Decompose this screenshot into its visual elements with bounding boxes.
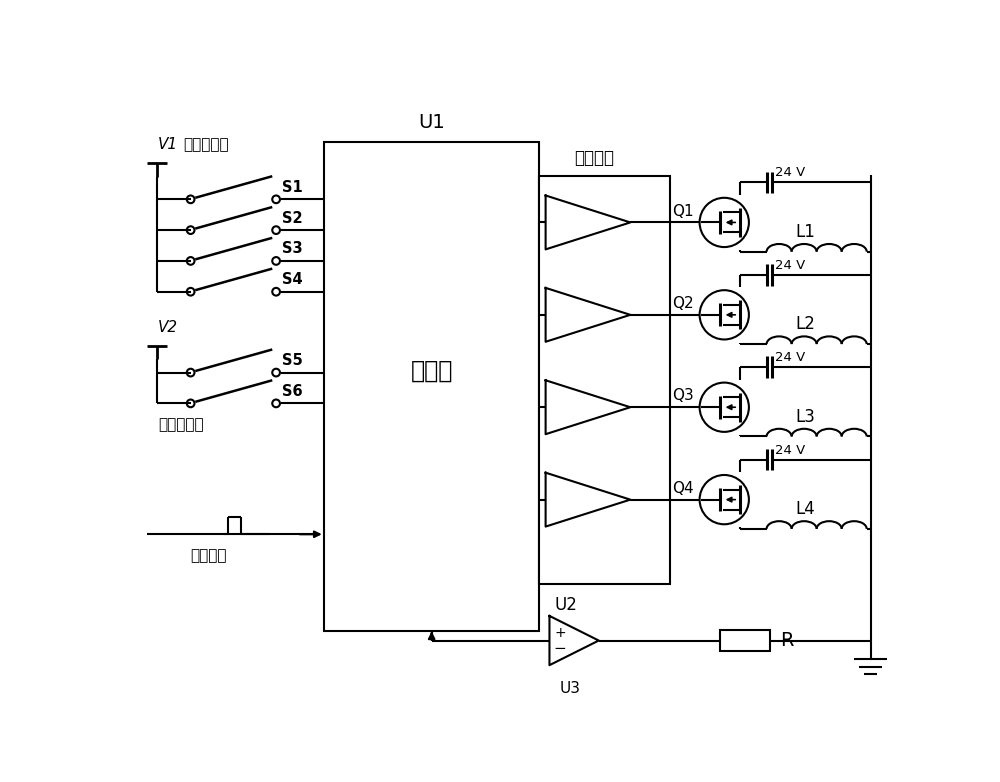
Text: 24 V: 24 V bbox=[775, 259, 805, 271]
Text: S5: S5 bbox=[282, 353, 303, 368]
Text: 24 V: 24 V bbox=[775, 167, 805, 179]
Polygon shape bbox=[546, 472, 630, 526]
Polygon shape bbox=[546, 196, 630, 249]
Text: Q1: Q1 bbox=[672, 203, 693, 219]
Text: 单片机: 单片机 bbox=[410, 359, 453, 382]
Text: Q3: Q3 bbox=[672, 389, 693, 404]
Text: L1: L1 bbox=[795, 223, 815, 241]
Text: 脚制动信号: 脚制动信号 bbox=[158, 418, 204, 432]
Text: 驱动电路: 驱动电路 bbox=[574, 149, 614, 167]
Text: S4: S4 bbox=[282, 272, 303, 287]
Text: 速度信号: 速度信号 bbox=[190, 548, 227, 563]
Polygon shape bbox=[546, 288, 630, 342]
Polygon shape bbox=[549, 616, 599, 665]
Text: R: R bbox=[780, 631, 793, 650]
Text: −: − bbox=[554, 640, 567, 656]
Text: L4: L4 bbox=[795, 500, 815, 518]
Polygon shape bbox=[546, 380, 630, 434]
Bar bbox=[324, 142, 539, 630]
Text: L3: L3 bbox=[795, 407, 815, 425]
Text: 24 V: 24 V bbox=[775, 443, 805, 457]
Text: S3: S3 bbox=[282, 242, 303, 256]
Text: S6: S6 bbox=[282, 384, 303, 399]
Text: Q2: Q2 bbox=[672, 296, 693, 311]
Text: Q4: Q4 bbox=[672, 481, 693, 496]
Text: V2: V2 bbox=[158, 320, 178, 335]
Text: 24 V: 24 V bbox=[775, 351, 805, 364]
Text: +: + bbox=[554, 626, 566, 640]
Text: U3: U3 bbox=[560, 680, 581, 695]
Text: S1: S1 bbox=[282, 180, 303, 195]
Text: L2: L2 bbox=[795, 315, 815, 333]
Bar bbox=[539, 176, 670, 584]
Text: S2: S2 bbox=[282, 210, 303, 225]
Text: U2: U2 bbox=[555, 596, 578, 614]
Bar bbox=[720, 630, 770, 651]
Text: 手制动信号: 手制动信号 bbox=[184, 138, 229, 152]
Text: V1: V1 bbox=[158, 138, 178, 152]
Text: U1: U1 bbox=[418, 113, 445, 132]
